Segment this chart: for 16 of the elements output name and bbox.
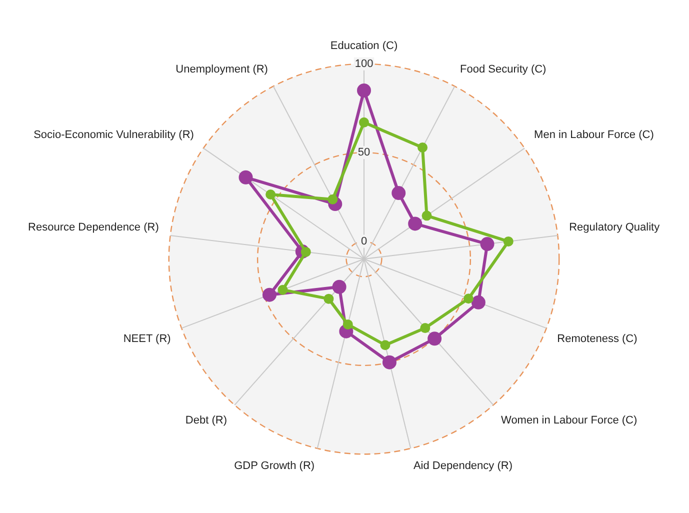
spoke-label: Regulatory Quality: [569, 222, 660, 234]
spoke-label: Socio-Economic Vulnerability (R): [34, 129, 194, 142]
spoke-label: Resource Dependence (R): [28, 222, 159, 234]
spoke-label: GDP Growth (R): [234, 460, 315, 472]
spoke-label: Debt (R): [185, 414, 227, 426]
y-tick-label: 100: [354, 58, 374, 70]
spoke-label: Education (C): [330, 40, 398, 52]
spoke-label: Men in Labour Force (C): [534, 129, 654, 142]
spoke-label: Unemployment (R): [176, 63, 268, 76]
spoke-label: Remoteness (C): [557, 332, 638, 345]
spoke-label: Women in Labour Force (C): [501, 414, 638, 426]
y-tick-label: 0: [360, 235, 368, 248]
y-tick-label: 50: [358, 146, 370, 159]
spoke-label: Aid Dependency (R): [413, 460, 513, 472]
spoke-label: NEET (R): [123, 332, 171, 345]
spoke-label: Food Security (C): [460, 63, 546, 76]
